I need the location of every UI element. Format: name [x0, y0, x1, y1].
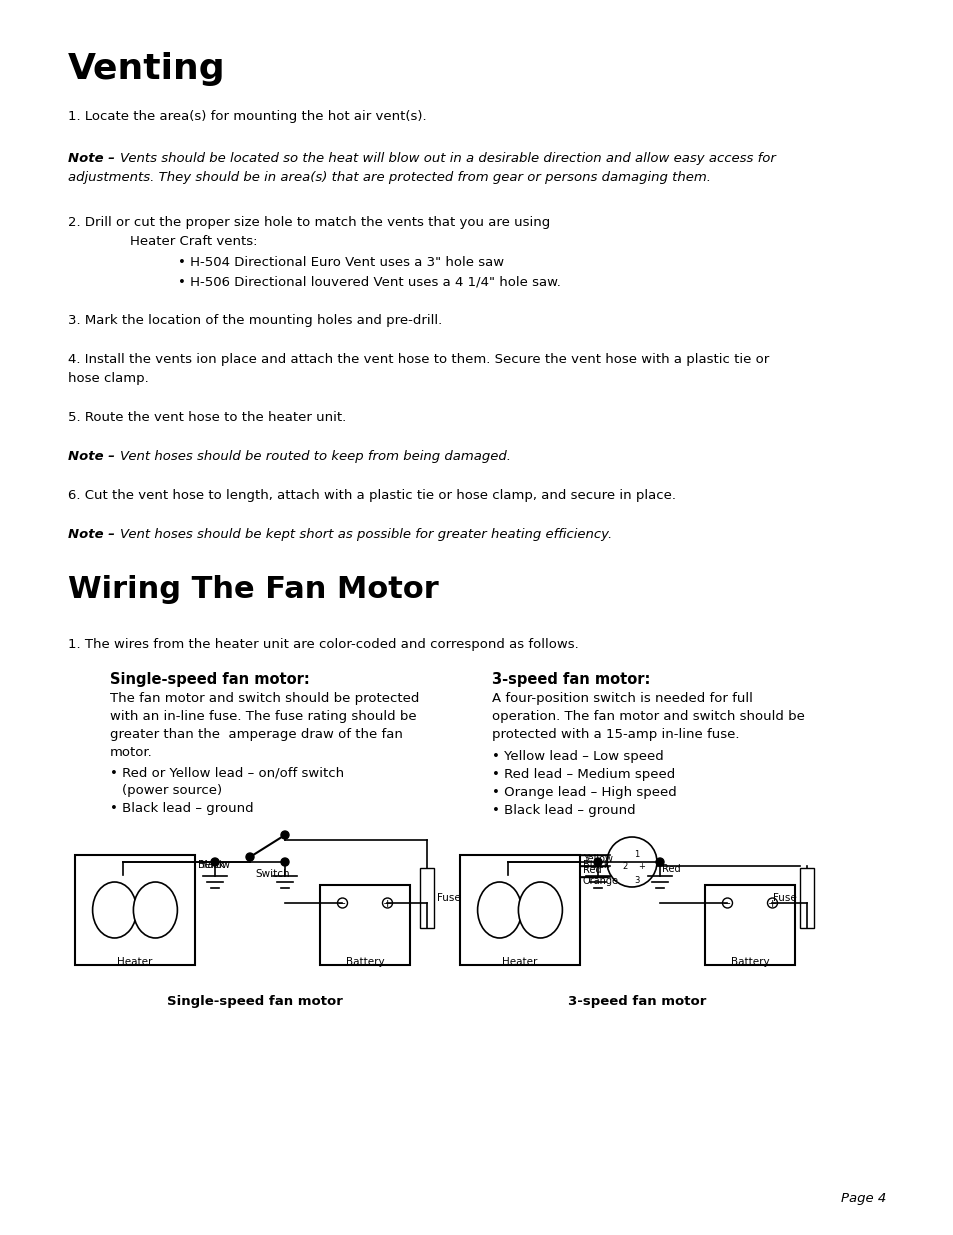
Text: Heater Craft vents:: Heater Craft vents: — [130, 235, 257, 248]
Text: Black: Black — [582, 860, 609, 869]
Text: • H-504 Directional Euro Vent uses a 3" hole saw: • H-504 Directional Euro Vent uses a 3" … — [178, 256, 503, 269]
Text: Switch: Switch — [254, 869, 290, 879]
Text: Single-speed fan motor: Single-speed fan motor — [167, 995, 342, 1008]
Text: Fuse: Fuse — [773, 893, 796, 903]
Text: 3-speed fan motor:: 3-speed fan motor: — [492, 672, 650, 687]
Text: Vent hoses should be routed to keep from being damaged.: Vent hoses should be routed to keep from… — [120, 450, 511, 463]
Text: • Black lead – ground: • Black lead – ground — [110, 802, 253, 815]
Text: −: − — [722, 899, 731, 909]
Text: hose clamp.: hose clamp. — [68, 372, 149, 385]
Text: • Yellow lead – Low speed: • Yellow lead – Low speed — [492, 750, 663, 763]
Text: 1: 1 — [634, 850, 639, 860]
Circle shape — [337, 898, 347, 908]
Text: Vent hoses should be kept short as possible for greater heating efficiency.: Vent hoses should be kept short as possi… — [120, 529, 612, 541]
Text: 1. The wires from the heater unit are color-coded and correspond as follows.: 1. The wires from the heater unit are co… — [68, 638, 578, 651]
Circle shape — [211, 858, 219, 866]
Circle shape — [656, 858, 663, 866]
Ellipse shape — [92, 882, 136, 939]
Text: Heater: Heater — [117, 957, 152, 967]
Circle shape — [767, 898, 777, 908]
Circle shape — [594, 858, 601, 866]
Text: +: + — [382, 899, 392, 909]
Text: Page 4: Page 4 — [840, 1192, 885, 1205]
Text: Wiring The Fan Motor: Wiring The Fan Motor — [68, 576, 438, 604]
FancyBboxPatch shape — [419, 868, 434, 927]
Text: Venting: Venting — [68, 52, 226, 86]
Text: Yellow: Yellow — [582, 853, 613, 864]
Text: 3-speed fan motor: 3-speed fan motor — [567, 995, 705, 1008]
Text: (power source): (power source) — [122, 784, 222, 797]
Text: Red: Red — [661, 864, 679, 874]
Text: Red: Red — [582, 864, 601, 876]
Text: Note –: Note – — [68, 529, 119, 541]
Text: adjustments. They should be in area(s) that are protected from gear or persons d: adjustments. They should be in area(s) t… — [68, 170, 710, 184]
Text: +: + — [638, 862, 645, 871]
Text: operation. The fan motor and switch should be: operation. The fan motor and switch shou… — [492, 710, 804, 722]
Ellipse shape — [133, 882, 177, 939]
Ellipse shape — [477, 882, 521, 939]
Circle shape — [606, 837, 657, 887]
Text: Vents should be located so the heat will blow out in a desirable direction and a: Vents should be located so the heat will… — [120, 152, 775, 165]
Text: Fuse: Fuse — [436, 893, 460, 903]
Text: 5. Route the vent hose to the heater unit.: 5. Route the vent hose to the heater uni… — [68, 411, 346, 424]
Circle shape — [281, 831, 289, 839]
Text: +: + — [767, 899, 777, 909]
Text: 2. Drill or cut the proper size hole to match the vents that you are using: 2. Drill or cut the proper size hole to … — [68, 216, 550, 228]
Text: • Orange lead – High speed: • Orange lead – High speed — [492, 785, 676, 799]
Text: greater than the  amperage draw of the fan: greater than the amperage draw of the fa… — [110, 727, 402, 741]
Text: 2: 2 — [621, 862, 627, 871]
Text: 3. Mark the location of the mounting holes and pre-drill.: 3. Mark the location of the mounting hol… — [68, 314, 442, 327]
FancyBboxPatch shape — [75, 855, 194, 965]
Text: protected with a 15-amp in-line fuse.: protected with a 15-amp in-line fuse. — [492, 727, 739, 741]
Text: 4. Install the vents ion place and attach the vent hose to them. Secure the vent: 4. Install the vents ion place and attac… — [68, 353, 768, 366]
Text: Orange: Orange — [582, 876, 618, 885]
Text: with an in-line fuse. The fuse rating should be: with an in-line fuse. The fuse rating sh… — [110, 710, 416, 722]
Text: Yellow: Yellow — [200, 860, 230, 869]
Text: motor.: motor. — [110, 746, 152, 760]
Circle shape — [281, 858, 289, 866]
Text: Black: Black — [198, 860, 224, 869]
Text: Note –: Note – — [68, 450, 119, 463]
Text: The fan motor and switch should be protected: The fan motor and switch should be prote… — [110, 692, 419, 705]
FancyBboxPatch shape — [319, 885, 410, 965]
Ellipse shape — [517, 882, 562, 939]
Text: 6. Cut the vent hose to length, attach with a plastic tie or hose clamp, and sec: 6. Cut the vent hose to length, attach w… — [68, 489, 676, 501]
FancyBboxPatch shape — [800, 868, 813, 927]
Text: Heater: Heater — [502, 957, 537, 967]
FancyBboxPatch shape — [459, 855, 579, 965]
Text: 3: 3 — [634, 876, 639, 885]
Circle shape — [246, 853, 253, 861]
Text: Battery: Battery — [345, 957, 384, 967]
Circle shape — [721, 898, 732, 908]
Text: −: − — [338, 899, 346, 909]
Text: • Black lead – ground: • Black lead – ground — [492, 804, 635, 818]
Text: Single-speed fan motor:: Single-speed fan motor: — [110, 672, 310, 687]
FancyBboxPatch shape — [704, 885, 794, 965]
Text: 1. Locate the area(s) for mounting the hot air vent(s).: 1. Locate the area(s) for mounting the h… — [68, 110, 426, 124]
Circle shape — [382, 898, 392, 908]
Text: • Red lead – Medium speed: • Red lead – Medium speed — [492, 768, 675, 781]
Text: Note –: Note – — [68, 152, 119, 165]
Text: • H-506 Directional louvered Vent uses a 4 1/4" hole saw.: • H-506 Directional louvered Vent uses a… — [178, 275, 560, 288]
Text: A four-position switch is needed for full: A four-position switch is needed for ful… — [492, 692, 752, 705]
Text: Battery: Battery — [730, 957, 768, 967]
Text: • Red or Yellow lead – on/off switch: • Red or Yellow lead – on/off switch — [110, 766, 344, 779]
